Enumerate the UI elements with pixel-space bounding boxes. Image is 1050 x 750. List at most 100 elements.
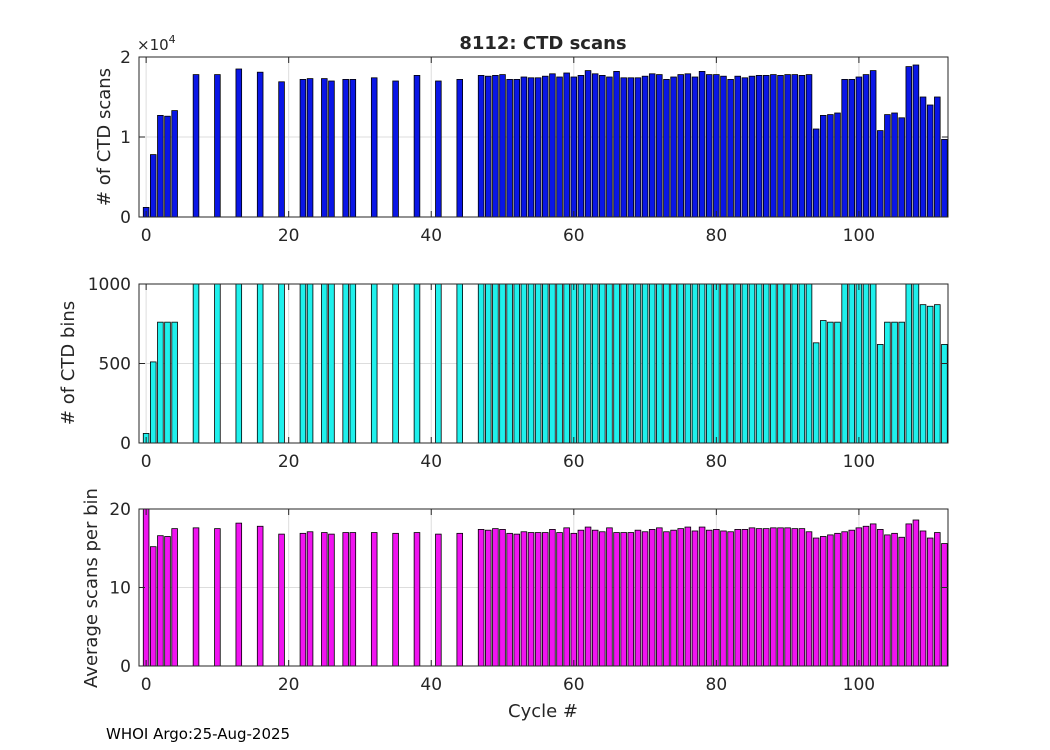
bar	[542, 75, 549, 218]
bar	[727, 531, 734, 667]
y-tick-label: 20	[109, 500, 131, 520]
bar	[527, 77, 535, 218]
bar	[855, 76, 863, 218]
x-tick-label: 40	[420, 452, 442, 472]
bar	[741, 529, 749, 667]
bar	[492, 283, 499, 444]
bar	[599, 531, 606, 667]
avg-ticks: 0 20 40 60 80 100 0 10 20	[109, 500, 948, 695]
bar	[720, 530, 727, 667]
bar	[477, 529, 485, 667]
bar	[627, 283, 635, 444]
y-tick-label: 0	[120, 434, 131, 454]
bar	[527, 283, 535, 444]
bar	[534, 532, 542, 667]
bar	[720, 283, 727, 444]
bar	[805, 531, 813, 667]
bar	[912, 519, 920, 667]
bar	[784, 527, 791, 667]
bar	[413, 283, 421, 444]
bar	[777, 527, 784, 667]
bar	[485, 75, 492, 218]
bar	[705, 283, 713, 444]
bar	[934, 532, 941, 667]
y-tick-label: 2	[120, 48, 131, 68]
bar	[492, 75, 499, 218]
bar	[827, 321, 834, 444]
bar	[727, 283, 734, 444]
bar	[620, 283, 627, 444]
bar	[634, 529, 642, 667]
bar	[570, 76, 578, 218]
bar	[164, 115, 171, 218]
bar	[926, 104, 934, 218]
bar	[905, 523, 913, 667]
bar	[641, 283, 649, 444]
bar	[157, 115, 164, 218]
bar	[648, 283, 656, 444]
bar	[798, 75, 806, 218]
bar	[157, 535, 164, 667]
bar	[656, 74, 663, 218]
bar	[713, 74, 720, 218]
bar	[812, 128, 820, 218]
bar	[485, 283, 492, 444]
bar	[677, 528, 684, 667]
bar	[606, 76, 613, 218]
bar	[941, 138, 948, 218]
bar	[256, 283, 264, 444]
bar	[477, 283, 485, 444]
bar	[321, 78, 328, 218]
bar	[820, 320, 827, 444]
bar	[820, 536, 827, 667]
bar	[770, 283, 777, 444]
bar	[919, 304, 927, 444]
bar	[192, 283, 200, 444]
bar	[306, 78, 314, 218]
bar	[534, 283, 542, 444]
bar	[349, 532, 357, 667]
bar	[770, 74, 777, 218]
bar	[513, 533, 521, 667]
x-tick-label: 80	[706, 452, 728, 472]
bar	[613, 71, 620, 218]
bar	[634, 77, 642, 218]
bar	[149, 361, 157, 444]
bar	[392, 532, 399, 667]
bar	[641, 75, 649, 218]
bar	[670, 283, 677, 444]
bar	[570, 283, 578, 444]
bar	[663, 531, 670, 667]
bar	[192, 74, 200, 218]
bar	[926, 305, 934, 444]
bar	[534, 77, 542, 218]
bar	[720, 75, 727, 218]
bar	[934, 304, 941, 444]
bar	[577, 283, 585, 444]
bar	[328, 533, 335, 667]
bar	[527, 532, 535, 667]
bar	[349, 283, 357, 444]
bar	[321, 283, 328, 444]
bar	[499, 283, 506, 444]
bar	[563, 283, 570, 444]
bar	[891, 321, 898, 444]
bar	[549, 73, 556, 218]
bar	[898, 117, 905, 218]
x-tick-label: 100	[843, 675, 875, 695]
bar	[506, 283, 513, 444]
x-tick-label: 0	[141, 226, 152, 246]
bar	[805, 283, 813, 444]
bar	[656, 283, 663, 444]
bar	[435, 533, 442, 667]
bar	[413, 532, 421, 667]
bar	[520, 76, 528, 218]
bar	[869, 70, 877, 218]
bar	[934, 96, 941, 218]
bar	[591, 73, 599, 218]
bar	[820, 115, 827, 218]
bar	[641, 531, 649, 667]
bar	[855, 283, 863, 444]
